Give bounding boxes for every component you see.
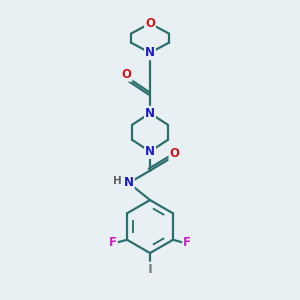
Text: O: O [145,17,155,30]
Text: N: N [124,176,134,190]
Text: N: N [145,107,155,120]
Text: F: F [109,236,117,249]
Text: N: N [145,145,155,158]
Text: I: I [148,263,152,276]
Text: N: N [145,46,155,59]
Text: H: H [113,176,122,186]
Text: F: F [183,236,191,249]
Text: O: O [122,68,131,81]
Text: O: O [169,147,179,160]
